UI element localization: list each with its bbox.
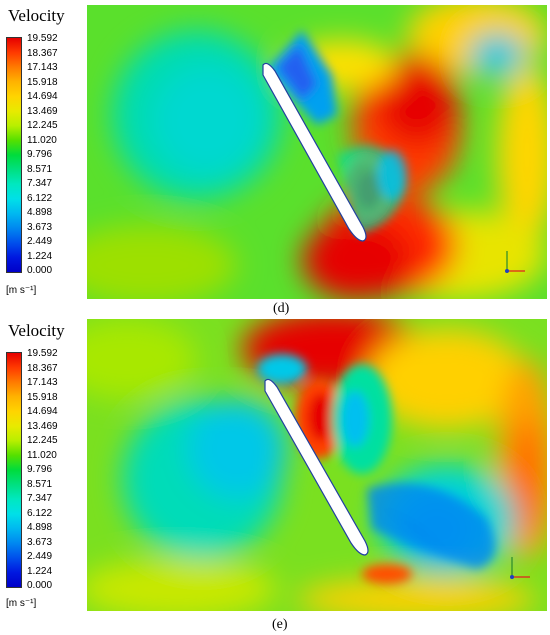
colorbar-tick-label: 15.918 bbox=[27, 391, 58, 403]
colorbar-tick-label: 8.571 bbox=[27, 478, 53, 490]
colorbar-gradient bbox=[7, 353, 21, 587]
colorbar-tick-label: 11.020 bbox=[27, 134, 57, 146]
legend-title: Velocity bbox=[8, 6, 65, 25]
colorbar-tick-label: 17.143 bbox=[27, 62, 58, 73]
legend-title: Velocity bbox=[8, 321, 65, 340]
colorbar-tick-label: 6.122 bbox=[27, 507, 53, 519]
velocity-field-d bbox=[87, 5, 547, 299]
caption-d: (d) bbox=[273, 301, 290, 316]
colorbar-tick-label: 3.673 bbox=[27, 221, 53, 233]
colorbar-tick-label: 2.449 bbox=[27, 551, 53, 562]
colorbar-tick-label: 14.694 bbox=[27, 406, 58, 417]
colorbar-tick-label: 8.571 bbox=[27, 163, 53, 175]
colorbar-tick-label: 14.694 bbox=[27, 91, 58, 102]
panel-e: Velocity 19.592 18.367 17.143 15.918 14.694 1… bbox=[0, 317, 550, 635]
colorbar-tick-label: 1.224 bbox=[27, 250, 53, 262]
colorbar-tick-label: 12.245 bbox=[27, 435, 58, 446]
colorbar-tick-label: 7.347 bbox=[27, 493, 53, 504]
units-label: [m s⁻¹] bbox=[6, 598, 37, 609]
colorbar-tick-label: 2.449 bbox=[27, 236, 53, 247]
colorbar-tick-label: 19.592 bbox=[27, 348, 58, 359]
colorbar-tick-label: 17.143 bbox=[27, 377, 58, 388]
colorbar-tick-label: 7.347 bbox=[27, 178, 53, 189]
colorbar-tick-label: 4.898 bbox=[27, 522, 53, 533]
colorbar-tick-label: 0.000 bbox=[27, 580, 53, 591]
colorbar-tick-label: 18.367 bbox=[27, 362, 58, 374]
colorbar-tick-label: 0.000 bbox=[27, 265, 53, 276]
velocity-field-e bbox=[87, 319, 547, 611]
units-label: [m s⁻¹] bbox=[6, 285, 37, 296]
colorbar-tick-label: 12.245 bbox=[27, 120, 58, 131]
panel-d: Velocity 19.592 18.367 17.143 15.918 14.694 1… bbox=[6, 5, 547, 316]
axis-triad-icon bbox=[510, 557, 530, 579]
colorbar-tick-label: 6.122 bbox=[27, 192, 53, 204]
colorbar-tick-label: 9.796 bbox=[27, 464, 53, 475]
colorbar-tick-label: 15.918 bbox=[27, 76, 58, 88]
colorbar-tick-label: 3.673 bbox=[27, 536, 53, 548]
colorbar-tick-label: 11.020 bbox=[27, 449, 57, 461]
colorbar-tick-label: 1.224 bbox=[27, 565, 53, 577]
colorbar-tick-label: 4.898 bbox=[27, 207, 53, 218]
colorbar-tick-label: 9.796 bbox=[27, 149, 53, 160]
colorbar bbox=[6, 352, 22, 588]
colorbar-tick-label: 19.592 bbox=[27, 33, 58, 44]
colorbar bbox=[6, 37, 22, 273]
colorbar-tick-label: 18.367 bbox=[27, 47, 58, 59]
colorbar-tick-label: 13.469 bbox=[27, 105, 58, 117]
colorbar-gradient bbox=[7, 38, 21, 272]
colorbar-tick-label: 13.469 bbox=[27, 420, 58, 432]
axis-triad-icon bbox=[505, 251, 525, 273]
caption-e: (e) bbox=[272, 617, 288, 632]
